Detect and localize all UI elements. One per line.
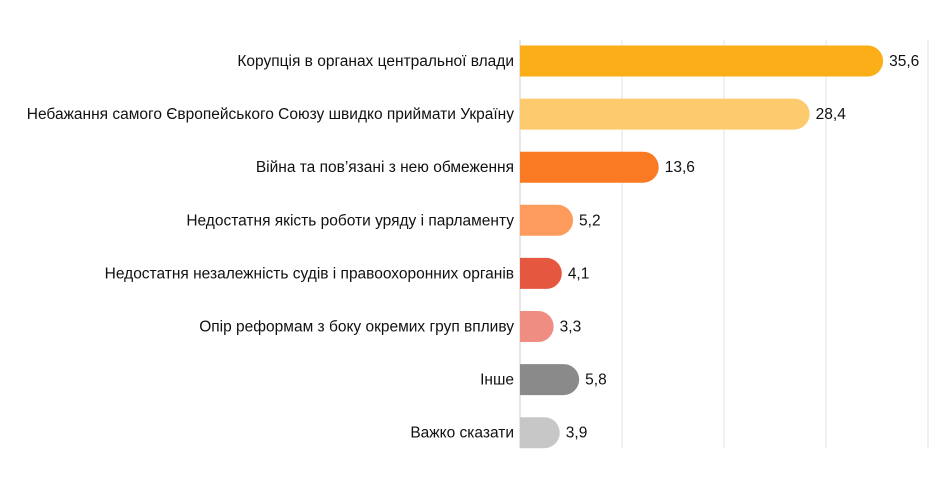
data-label: 28,4 — [816, 106, 847, 123]
category-label: Корупція в органах центральної влади — [237, 53, 514, 70]
category-labels: Корупція в органах центральної влади Неба… — [27, 53, 514, 442]
category-label: Небажання самого Європейського Союзу шви… — [27, 106, 514, 123]
bar — [520, 311, 554, 342]
data-label: 13,6 — [665, 159, 695, 176]
data-label: 5,8 — [585, 372, 607, 389]
data-label: 5,2 — [579, 212, 601, 229]
category-label: Важко сказати — [410, 425, 514, 442]
category-label: Опір реформам з боку окремих груп впливу — [199, 319, 514, 336]
data-label: 3,3 — [560, 319, 582, 336]
value-labels: 35,6 28,4 13,6 5,2 4,1 3,3 5,8 3,9 — [560, 53, 920, 442]
category-label: Недостатня незалежність судів і правоохо… — [105, 265, 514, 282]
bar — [520, 417, 560, 449]
bar — [520, 98, 810, 130]
data-label: 4,1 — [568, 265, 590, 282]
bar — [520, 364, 580, 396]
bar — [520, 257, 562, 289]
bars — [520, 45, 884, 449]
bar — [520, 151, 659, 183]
bar — [520, 204, 574, 236]
category-label: Інше — [480, 372, 514, 389]
category-label: Недостатня якість роботи уряду і парламе… — [186, 212, 514, 229]
data-label: 35,6 — [889, 53, 919, 70]
data-label: 3,9 — [566, 425, 588, 442]
bar — [520, 45, 884, 77]
category-label: Війна та пов’язані з нею обмеження — [256, 159, 514, 176]
